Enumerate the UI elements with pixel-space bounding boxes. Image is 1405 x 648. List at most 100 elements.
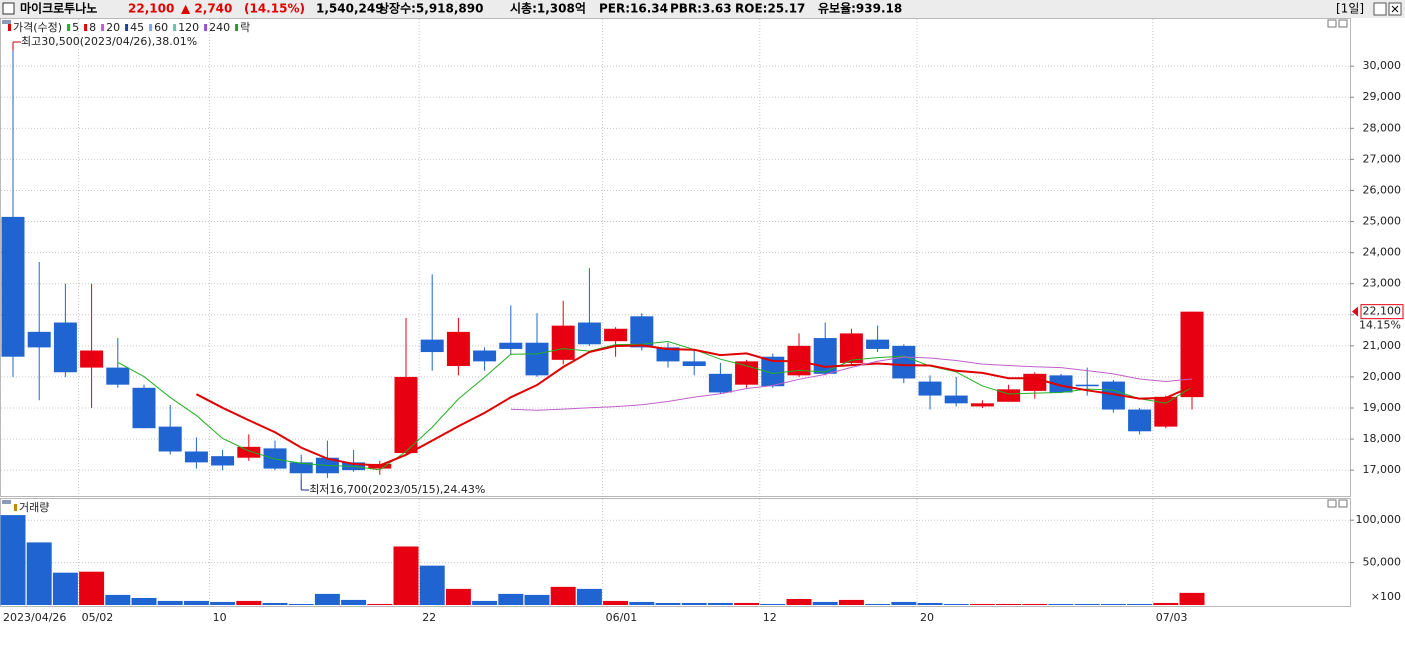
legend-swatch: [125, 24, 129, 31]
legend-swatch: [101, 24, 105, 31]
y-tick-label: 28,000: [1363, 121, 1402, 134]
candle-body: [761, 356, 785, 387]
volume-bar: [472, 600, 498, 605]
volume-bar: [314, 593, 340, 605]
volume-bar: [419, 565, 445, 605]
volume-bar: [1127, 603, 1153, 605]
y-tick-label: 17,000: [1363, 463, 1402, 476]
volume-bar: [812, 601, 838, 605]
roe: ROE:25.17: [735, 2, 805, 16]
legend-label: 120: [178, 21, 199, 34]
pane-handle[interactable]: [2, 500, 11, 504]
pane-button[interactable]: [1327, 19, 1337, 28]
candle-body: [630, 316, 654, 348]
pane-button[interactable]: [1338, 499, 1348, 508]
stock-name: 마이크로투나노: [20, 1, 97, 16]
volume-bar: [891, 601, 917, 605]
moving-average: [117, 340, 1193, 471]
x-tick-label: 20: [920, 611, 934, 624]
pbr: PBR:3.63: [670, 2, 732, 16]
candle-body: [1049, 375, 1073, 393]
pane-handle[interactable]: [2, 20, 11, 24]
y-tick-label: 26,000: [1363, 183, 1402, 196]
volume-bar: [629, 601, 655, 605]
candle-body: [1023, 373, 1047, 391]
checkbox[interactable]: [2, 2, 15, 15]
candle-body: [577, 322, 601, 345]
volume-bar: [288, 603, 314, 605]
change: ▲ 2,740: [181, 2, 232, 16]
volume-bar: [1022, 603, 1048, 605]
y-tick-label: 25,000: [1363, 215, 1402, 228]
legend-label: 20: [106, 21, 120, 34]
shares: 상장수:5,918,890: [378, 1, 483, 16]
candle-body: [1154, 396, 1178, 427]
pane-button[interactable]: [1327, 499, 1337, 508]
volume-bar: [734, 602, 760, 605]
volume-bar: [236, 600, 262, 605]
volume-bar: [79, 571, 105, 605]
legend-label: 5: [72, 21, 79, 34]
candle-body: [708, 373, 732, 393]
volume-bar: [917, 602, 943, 605]
annotation: 최저16,700(2023/05/15),24.43%: [309, 483, 485, 496]
candle-body: [525, 342, 549, 376]
price-box: [1360, 304, 1404, 320]
price-pointer: [1352, 306, 1358, 317]
volume-bar: [786, 598, 812, 605]
restore-button[interactable]: [1373, 2, 1387, 16]
volume-bar: [603, 600, 629, 605]
candle-body: [158, 426, 182, 452]
annotation: 최고30,500(2023/04/26),38.01%: [21, 35, 197, 48]
volume-bar: [393, 546, 419, 605]
volume-bar: [524, 594, 550, 605]
candle-body: [866, 339, 890, 349]
legend-label: 8: [89, 21, 96, 34]
y-tick-label: 24,000: [1363, 246, 1402, 259]
candle-body: [1075, 384, 1099, 387]
volume-bar: [183, 600, 209, 605]
x-tick-label: 07/03: [1156, 611, 1188, 624]
y-tick-label: 18,000: [1363, 432, 1402, 445]
unit-label: ×100: [1371, 590, 1401, 603]
volume-bar: [943, 603, 969, 605]
volume-bar: [760, 603, 786, 605]
legend-swatch: [173, 24, 177, 31]
candle-body: [211, 456, 235, 466]
candle-body: [106, 367, 130, 385]
pane-button[interactable]: [1338, 19, 1348, 28]
price-pane: [0, 18, 1351, 497]
volume-bar: [498, 593, 524, 605]
volume-bar: [707, 602, 733, 605]
y-tick-label: 20,000: [1363, 370, 1402, 383]
candle-body: [604, 328, 628, 342]
candle-body: [289, 462, 313, 474]
volume-bar: [969, 603, 995, 605]
period[interactable]: [1일]: [1336, 2, 1364, 16]
volume-bar: [1048, 603, 1074, 605]
candle-body: [237, 446, 261, 458]
volume-bar: [157, 600, 183, 605]
candle-body: [892, 345, 916, 379]
moving-average: [510, 356, 1193, 411]
volume-bar: [550, 586, 576, 605]
y-tick-label: 29,000: [1363, 90, 1402, 103]
legend-label: 락: [240, 21, 250, 34]
candle-body: [656, 347, 680, 362]
y-tick-label: 50,000: [1363, 556, 1402, 569]
y-tick-label: 23,000: [1363, 277, 1402, 290]
x-tick-label: 2023/04/26: [3, 611, 66, 624]
y-tick-label: 30,000: [1363, 59, 1402, 72]
volume-bar: [52, 572, 78, 605]
y-tick-label: 100,000: [1356, 513, 1402, 526]
volume-bar: [131, 597, 157, 605]
current-price: 22,100: [1363, 305, 1402, 318]
legend-label: 가격(수정): [13, 21, 62, 34]
y-tick-label: 21,000: [1363, 339, 1402, 352]
legend-swatch: [14, 504, 17, 511]
moving-average: [195, 344, 1193, 467]
candle-body: [420, 339, 444, 353]
legend-label: 240: [209, 21, 230, 34]
volume-bar: [0, 515, 26, 605]
legend-label: 60: [154, 21, 168, 34]
